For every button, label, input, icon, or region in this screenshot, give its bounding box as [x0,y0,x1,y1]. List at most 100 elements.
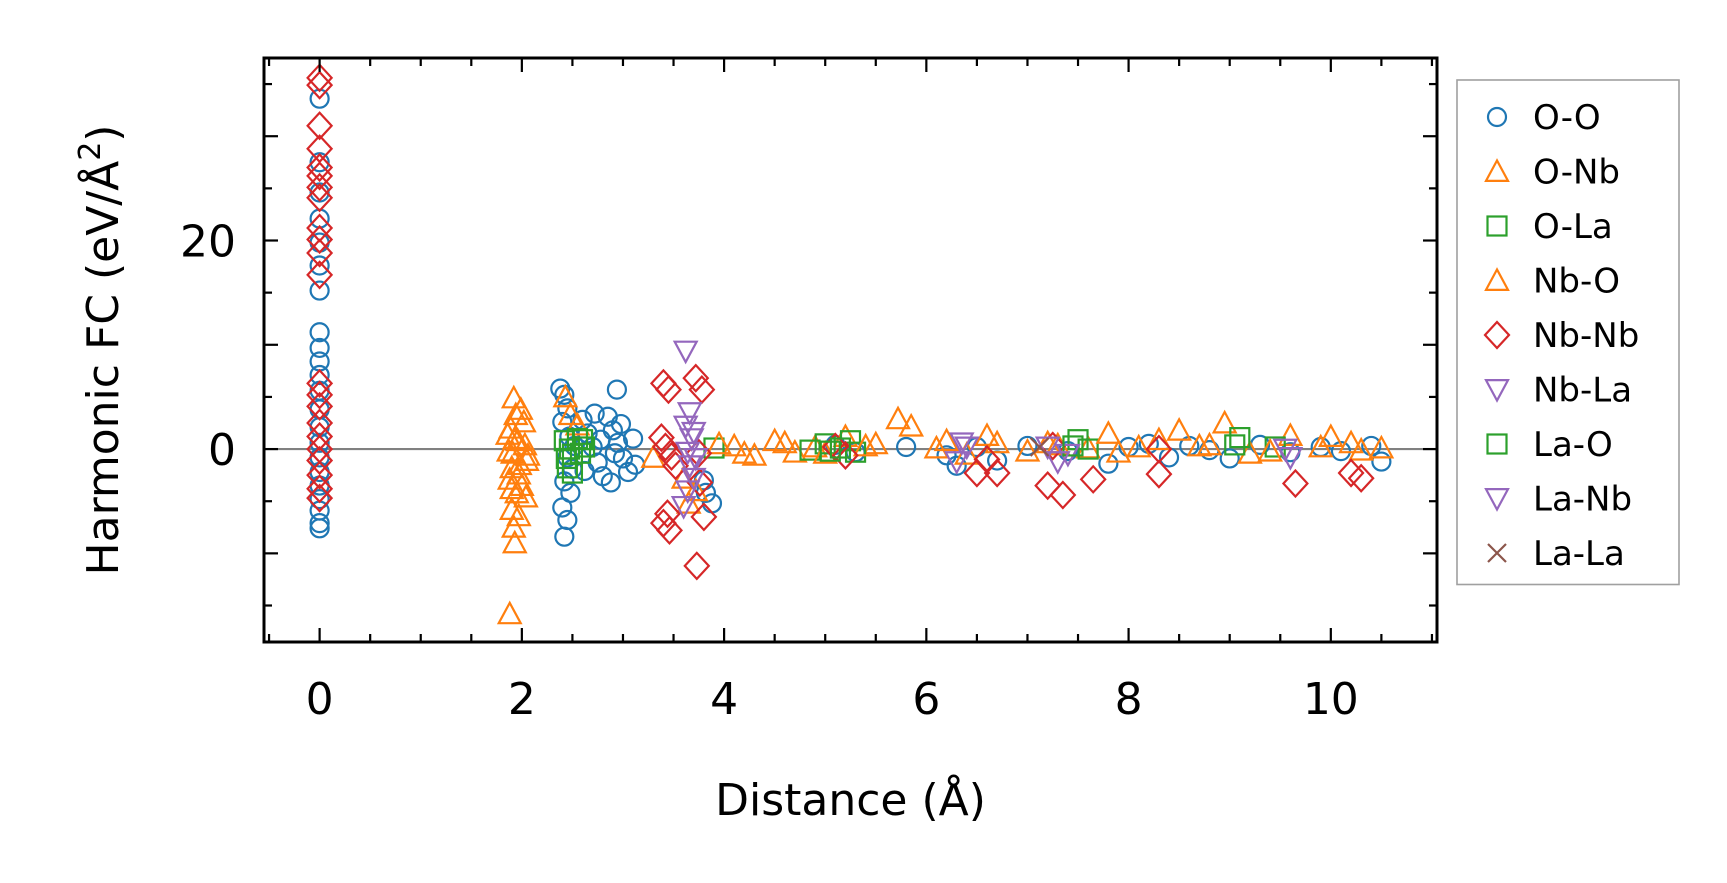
data-point [309,255,330,276]
legend-marker [1484,267,1510,291]
legend-label: La-La [1533,534,1625,574]
legend-entry: La-Nb [1484,480,1632,520]
data-point [662,451,690,481]
data-point [306,421,334,452]
data-point [672,415,699,440]
data-point [584,403,605,424]
data-point [682,363,710,393]
data-point [309,322,330,343]
data-point [1145,434,1173,464]
data-point [306,380,334,410]
data-point [309,518,330,539]
data-point [1095,420,1122,444]
data-point [672,340,699,365]
series-la-o [561,429,1246,465]
data-point [309,489,330,510]
legend-marker [1483,320,1511,350]
data-point [554,526,575,547]
data-point [554,471,575,492]
legend-label: Nb-La [1533,371,1632,411]
data-point [496,466,523,490]
data-point [1317,423,1344,448]
data-point [852,432,879,457]
data-point [649,508,677,538]
data-point [1338,429,1364,454]
x-tick-label: 2 [508,674,536,725]
data-point [1371,451,1392,472]
data-point [514,447,540,471]
data-point [500,513,527,538]
data-point [1368,434,1395,459]
legend-entry: Nb-La [1484,371,1632,411]
data-point [1224,434,1246,456]
data-point [1029,437,1050,457]
data-point [552,383,579,408]
data-point [306,111,334,141]
x-tick-label: 10 [1303,674,1359,725]
data-point [306,183,334,213]
legend-marker [1484,158,1510,182]
data-point [896,436,917,458]
data-point [682,448,709,472]
data-point [690,502,718,532]
x-tick-label: 4 [710,674,738,725]
data-point [306,483,334,513]
data-point [496,600,523,625]
legend-entry: O-O [1486,98,1601,138]
data-point [513,483,539,508]
y-tick-label: 20 [180,217,236,268]
data-point [676,402,703,426]
data-point [505,502,532,527]
legend-entry: La-La [1487,534,1625,574]
data-point [306,460,334,490]
data-point [309,364,330,386]
data-point [680,421,707,446]
data-point [1145,459,1173,489]
data-point [1125,433,1152,458]
data-point [1196,431,1223,456]
data-point [983,458,1011,488]
data-point [306,391,334,421]
data-point [606,379,628,400]
data-points-layer [264,63,1437,625]
data-point [682,477,709,502]
x-axis-label: Distance (Å) [715,773,986,826]
data-point [674,480,701,505]
data-point [552,497,573,518]
data-point [1044,451,1071,475]
data-point [799,439,821,461]
data-point [571,429,594,451]
legend-entry: Nb-O [1484,262,1620,302]
data-point [1257,437,1283,462]
data-point [1166,416,1192,441]
data-point [674,441,701,466]
data-point [831,440,859,470]
legend-label: Nb-Nb [1533,316,1639,356]
data-point [1098,453,1119,474]
data-point [1348,436,1375,461]
data-point [680,467,707,492]
legend-entry: O-Nb [1484,153,1620,193]
data-point [741,442,768,466]
data-point [556,457,578,479]
data-point [306,224,334,255]
data-point [1229,427,1251,449]
data-point [500,384,527,409]
data-point [512,431,538,456]
data-point [1211,409,1238,434]
data-point [306,238,334,268]
legend-entry: Nb-Nb [1483,316,1639,356]
axes: 0 2 4 6 8 10 0 20 Distance (Å) Harmonic FC (eV/Å2… [73,56,1439,826]
data-point [309,337,330,359]
data-point [675,489,702,514]
data-point [573,436,596,458]
data-point [898,412,925,437]
data-point [948,432,975,457]
legend-marker [1486,215,1508,237]
data-point [505,460,532,485]
data-point [498,454,525,479]
data-point [683,551,711,581]
series-nb-o [498,396,1375,508]
data-point [761,427,788,452]
